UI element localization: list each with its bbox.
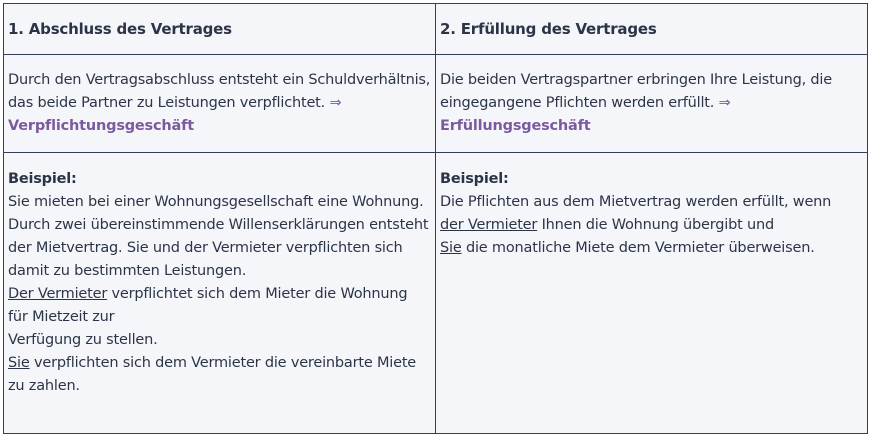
term-erfuellungsgeschaeft: Erfüllungsgeschäft bbox=[440, 118, 591, 134]
example-row: Beispiel: Sie mieten bei einer Wohnungsg… bbox=[3, 152, 868, 434]
example-text: verpflichtet sich dem Mieter die Wohnung… bbox=[8, 286, 408, 325]
example-erfuellung: Beispiel: Die Pflichten aus dem Mietvert… bbox=[435, 152, 868, 434]
header-row: 1. Abschluss des Vertrages 2. Erfüllung … bbox=[3, 3, 868, 55]
example-text: verpflichten sich dem Vermieter die vere… bbox=[8, 355, 417, 394]
definition-text: Durch den Vertragsabschluss entsteht ein… bbox=[8, 72, 431, 111]
arrow-icon: ⇒ bbox=[718, 95, 731, 111]
example-text: Sie mieten bei einer Wohnungsgesellschaf… bbox=[8, 194, 429, 279]
contract-comparison-table: 1. Abschluss des Vertrages 2. Erfüllung … bbox=[3, 3, 868, 434]
definition-row: Durch den Vertragsabschluss entsteht ein… bbox=[3, 54, 868, 153]
party-sie: Sie bbox=[8, 355, 30, 371]
header-abschluss: 1. Abschluss des Vertrages bbox=[3, 3, 436, 55]
example-text: Die Pflichten aus dem Mietvertrag werden… bbox=[440, 194, 832, 210]
example-text: Verfügung zu stellen. bbox=[8, 332, 158, 348]
definition-text: Die beiden Vertragspartner erbringen Ihr… bbox=[440, 72, 832, 111]
term-verpflichtungsgeschaeft: Verpflichtungsgeschäft bbox=[8, 118, 194, 134]
example-label: Beispiel: bbox=[440, 171, 509, 187]
arrow-icon: ⇒ bbox=[329, 95, 342, 111]
party-vermieter: der Vermieter bbox=[440, 217, 538, 233]
definition-abschluss: Durch den Vertragsabschluss entsteht ein… bbox=[3, 54, 436, 153]
party-vermieter: Der Vermieter bbox=[8, 286, 108, 302]
example-label: Beispiel: bbox=[8, 171, 77, 187]
party-sie: Sie bbox=[440, 240, 462, 256]
header-erfuellung: 2. Erfüllung des Vertrages bbox=[435, 3, 868, 55]
example-text: Ihnen die Wohnung übergibt und bbox=[537, 217, 775, 233]
example-abschluss: Beispiel: Sie mieten bei einer Wohnungsg… bbox=[3, 152, 436, 434]
definition-erfuellung: Die beiden Vertragspartner erbringen Ihr… bbox=[435, 54, 868, 153]
example-text: die monatliche Miete dem Vermieter überw… bbox=[461, 240, 815, 256]
